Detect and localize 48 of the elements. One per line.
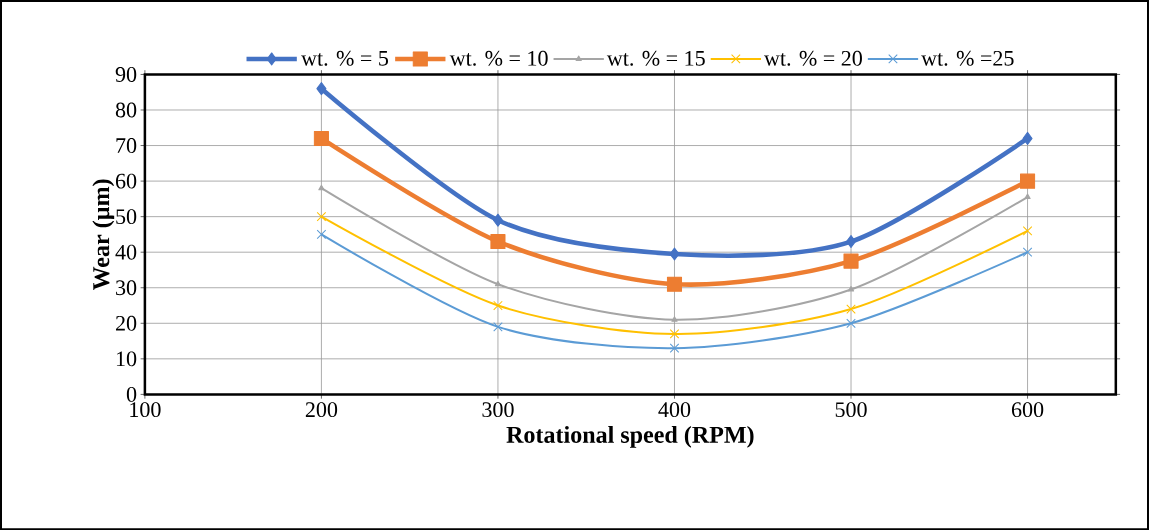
point — [843, 253, 859, 269]
y-tick-label: 80 — [115, 102, 137, 118]
legend-label: wt. % = 20 — [764, 50, 862, 66]
point — [669, 343, 680, 353]
point — [316, 229, 327, 240]
y-tick-label: 40 — [115, 244, 137, 260]
point — [671, 316, 678, 322]
y-tick-label: 10 — [116, 351, 137, 367]
y-tick-label: 50 — [116, 209, 137, 224]
point — [316, 211, 327, 222]
x-tick-label: 300 — [482, 402, 514, 417]
point — [313, 130, 329, 146]
y-tick-label: 20 — [115, 315, 137, 331]
point — [1022, 247, 1033, 257]
x-tick-label: 100 — [130, 402, 161, 417]
point — [846, 304, 856, 314]
point — [669, 329, 680, 339]
point — [492, 213, 503, 227]
y-tick-label: 70 — [116, 138, 137, 153]
x-tick-label: 200 — [305, 402, 338, 417]
legend-label: wt. % =25 — [921, 50, 1014, 66]
point — [493, 300, 503, 311]
point — [494, 280, 502, 287]
x-tick-label: 500 — [835, 402, 867, 417]
y-tick-label: 30 — [116, 280, 137, 296]
x-axis-title: Rotational speed (RPM) — [506, 425, 754, 448]
legend-label: wt. % = 10 — [449, 50, 548, 66]
legend-label: wt. % = 5 — [301, 50, 389, 66]
y-tick-label: 90 — [115, 66, 137, 82]
point — [316, 82, 327, 96]
point — [318, 184, 325, 191]
y-tick-label: 60 — [115, 173, 137, 189]
x-tick-label: 400 — [658, 402, 691, 417]
point — [845, 234, 857, 248]
point — [1020, 173, 1036, 189]
y-axis-title: Wear (µm) — [92, 179, 115, 290]
x-tick-label: 600 — [1011, 402, 1044, 417]
point — [666, 276, 683, 292]
point — [1022, 225, 1033, 236]
point — [846, 318, 856, 328]
point — [847, 285, 855, 292]
point — [1022, 131, 1033, 145]
point — [493, 321, 503, 332]
point — [1024, 193, 1031, 199]
point — [490, 233, 506, 249]
point — [669, 247, 680, 261]
legend-label: wt. % = 15 — [606, 50, 705, 66]
y-tick-label: 0 — [126, 386, 137, 402]
